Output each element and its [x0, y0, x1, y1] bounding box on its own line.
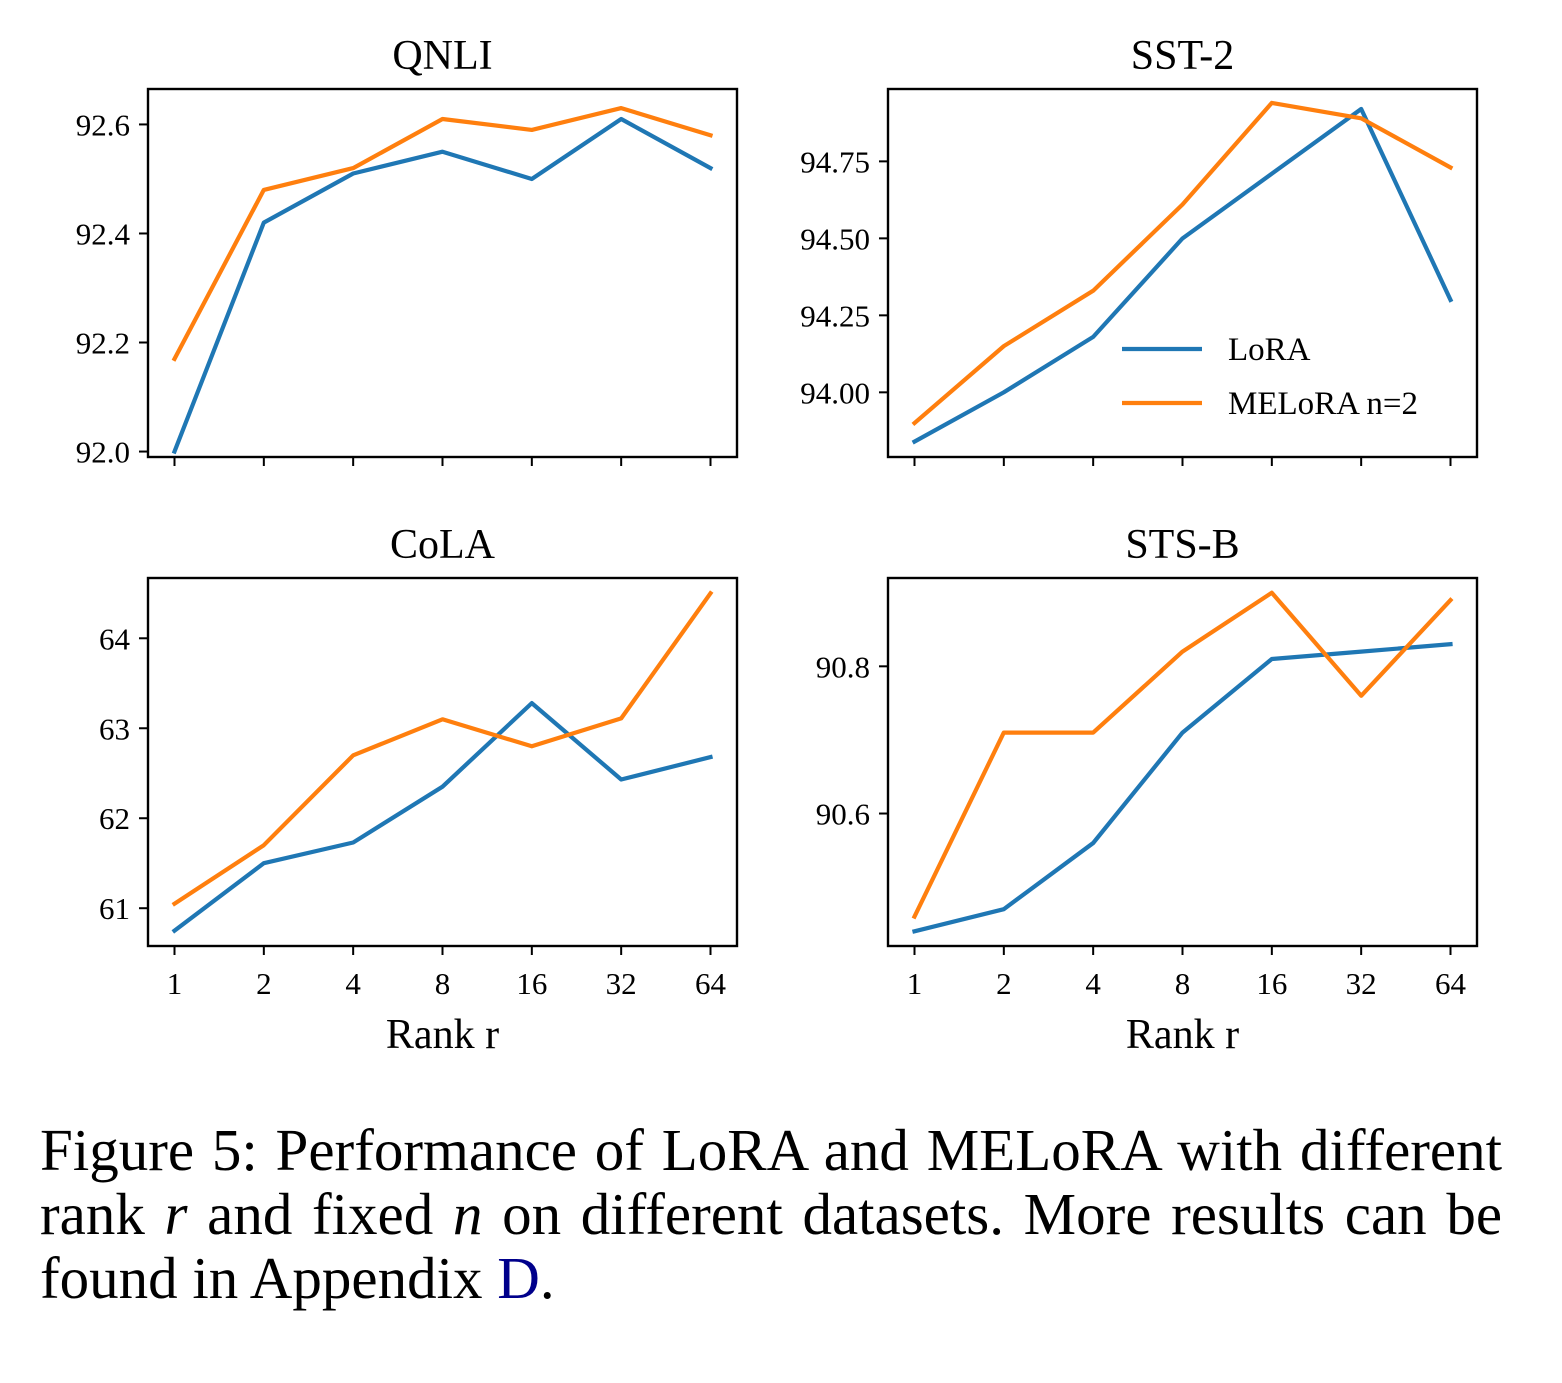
subplot-qnli: QNLI 92.0 92.2 92.4 92.6 — [76, 33, 739, 470]
x-tick-label: 64 — [1435, 966, 1467, 1001]
x-tick-label: 4 — [1085, 966, 1101, 1001]
x-axis-label: Rank r — [386, 1012, 499, 1058]
legend-label-lora: LoRA — [1228, 332, 1311, 368]
subplot-sts-b: STS-B 1 2 4 8 16 32 64 Rank r 90.6 90.8 — [816, 522, 1479, 1058]
y-tick-label: 90.8 — [816, 649, 870, 684]
plot-frame — [146, 87, 739, 459]
caption-text-3: on different datasets. More results can … — [40, 1181, 1503, 1311]
x-axis-label: Rank r — [1126, 1012, 1239, 1058]
y-tick-label: 92.0 — [76, 435, 130, 470]
y-tick-label: 94.25 — [800, 298, 870, 333]
x-tick-label: 16 — [1256, 966, 1287, 1001]
legend-label-melora: MELoRA n=2 — [1228, 386, 1418, 422]
series-line-lora — [171, 116, 714, 455]
y-tick-label: 92.2 — [76, 326, 130, 361]
y-tick-label: 94.50 — [800, 221, 870, 256]
caption-prefix: Figure 5: — [40, 1117, 258, 1183]
caption-text-1: Performance of LoRA and MELoRA with diff… — [40, 1117, 1502, 1247]
x-tick-label: 64 — [695, 966, 727, 1001]
subplot-title: STS-B — [1125, 522, 1239, 568]
subplot-title: SST-2 — [1131, 33, 1235, 79]
y-tick-label: 94.00 — [800, 375, 870, 410]
y-tick-label: 90.6 — [816, 797, 870, 832]
series-line-melora — [911, 100, 1454, 427]
y-tick-label: 63 — [99, 711, 130, 746]
figure-caption: Figure 5: Performance of LoRA and MELoRA… — [40, 1118, 1502, 1310]
x-tick-label: 1 — [167, 966, 183, 1001]
x-tick-label: 2 — [996, 966, 1012, 1001]
x-tick-label: 8 — [435, 966, 451, 1001]
appendix-link[interactable]: D — [497, 1245, 540, 1311]
y-tick-label: 92.4 — [76, 216, 131, 251]
x-tick-label: 2 — [256, 966, 272, 1001]
y-tick-label: 92.6 — [76, 107, 130, 142]
series-line-melora — [911, 590, 1454, 920]
y-tick-label: 64 — [99, 621, 131, 656]
plot-frame — [886, 576, 1479, 948]
series-line-lora — [171, 700, 714, 934]
series-line-melora — [171, 105, 714, 362]
x-tick-label: 1 — [907, 966, 923, 1001]
subplot-title: QNLI — [392, 33, 492, 79]
subplot-cola: CoLA 1 2 4 8 16 32 64 Rank r 61 62 63 64 — [99, 522, 739, 1058]
caption-var-n: n — [452, 1181, 483, 1247]
x-tick-label: 32 — [606, 966, 637, 1001]
x-tick-label: 32 — [1346, 966, 1377, 1001]
x-tick-label: 8 — [1175, 966, 1191, 1001]
figure: QNLI 92.0 92.2 92.4 92.6 SST-2 94.00 94.25 94.50… — [76, 33, 1479, 1058]
caption-text-2: and fixed — [207, 1181, 434, 1247]
series-line-lora — [911, 106, 1454, 445]
y-tick-label: 62 — [99, 801, 130, 836]
caption-var-r: r — [164, 1181, 188, 1247]
y-tick-label: 94.75 — [800, 144, 870, 179]
x-tick-label: 4 — [345, 966, 361, 1001]
x-tick-label: 16 — [516, 966, 547, 1001]
series-line-melora — [171, 590, 714, 907]
legend: LoRA MELoRA n=2 — [1122, 332, 1418, 422]
subplot-sst-2: SST-2 94.00 94.25 94.50 94.75 LoRA MELoRA n=2 — [800, 33, 1479, 466]
plot-frame — [886, 87, 1479, 459]
plot-frame — [146, 576, 739, 948]
subplot-title: CoLA — [390, 522, 496, 568]
caption-end: . — [539, 1245, 555, 1311]
series-line-lora — [911, 641, 1453, 934]
y-tick-label: 61 — [99, 891, 130, 926]
